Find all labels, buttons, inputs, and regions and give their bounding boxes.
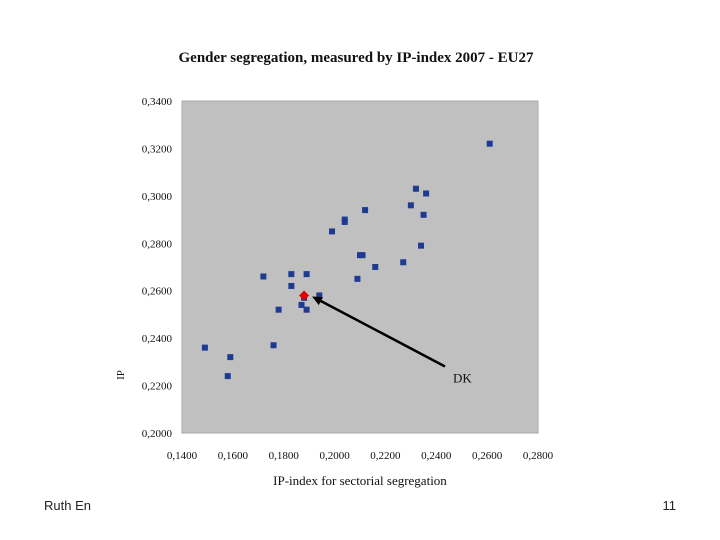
- data-point: [329, 228, 336, 235]
- y-axis-ticks: 0,2000 0,2200 0,2400 0,2600 0,2800 0,3000 0,32…: [142, 96, 173, 440]
- data-point: [400, 259, 407, 266]
- x-tick-label: 0,2400: [421, 450, 452, 462]
- data-points: [201, 140, 493, 380]
- highlight-arrow-line: [315, 297, 446, 368]
- highlight-label: DK: [453, 370, 472, 385]
- x-tick-label: 0,1400: [167, 450, 198, 462]
- data-point: [418, 242, 425, 249]
- data-point: [486, 140, 493, 147]
- data-point: [341, 216, 348, 223]
- data-point: [407, 202, 414, 209]
- y-tick-label: 0,3000: [142, 191, 173, 203]
- data-point: [227, 354, 234, 361]
- y-tick-label: 0,2800: [142, 238, 173, 250]
- x-tick-label: 0,2600: [472, 450, 503, 462]
- highlight-point: [299, 290, 310, 301]
- data-point: [201, 344, 208, 351]
- y-tick-label: 0,2400: [142, 333, 173, 345]
- highlight-annotation: DK: [299, 290, 472, 385]
- data-point: [354, 275, 361, 282]
- y-tick-label: 0,2200: [142, 381, 173, 393]
- data-point: [423, 190, 430, 197]
- data-point: [303, 306, 310, 313]
- y-tick-label: 0,2000: [142, 428, 173, 440]
- x-tick-label: 0,2000: [319, 450, 350, 462]
- plot-area: [181, 100, 539, 434]
- y-tick-label: 0,3200: [142, 143, 173, 155]
- page-number: 11: [662, 498, 677, 513]
- data-point: [316, 292, 323, 299]
- data-point: [288, 271, 295, 278]
- data-point: [288, 282, 295, 289]
- chart-title: Gender segregation, measured by IP-index…: [179, 50, 534, 66]
- data-point: [298, 301, 305, 308]
- data-point: [303, 271, 310, 278]
- data-point: [420, 211, 427, 218]
- data-point: [359, 252, 366, 259]
- data-point: [362, 207, 369, 214]
- y-axis-label: IP: [115, 370, 127, 380]
- x-tick-label: 0,2200: [370, 450, 401, 462]
- x-axis-ticks: 0,1400 0,1600 0,1800 0,2000 0,2200 0,2400 0,26…: [167, 450, 554, 462]
- data-point: [412, 185, 419, 192]
- data-point: [260, 273, 267, 280]
- data-point: [224, 373, 231, 380]
- footer-author: Ruth En: [44, 498, 91, 513]
- data-point: [270, 342, 277, 349]
- x-tick-label: 0,1800: [269, 450, 300, 462]
- x-tick-label: 0,1600: [218, 450, 249, 462]
- x-axis-label: IP-index for sectorial segregation: [273, 473, 447, 488]
- x-tick-label: 0,2800: [523, 450, 554, 462]
- y-tick-label: 0,3400: [142, 96, 173, 108]
- data-point: [372, 264, 379, 270]
- highlight-arrow-head: [312, 296, 324, 306]
- data-point: [275, 306, 282, 313]
- y-tick-label: 0,2600: [142, 286, 173, 298]
